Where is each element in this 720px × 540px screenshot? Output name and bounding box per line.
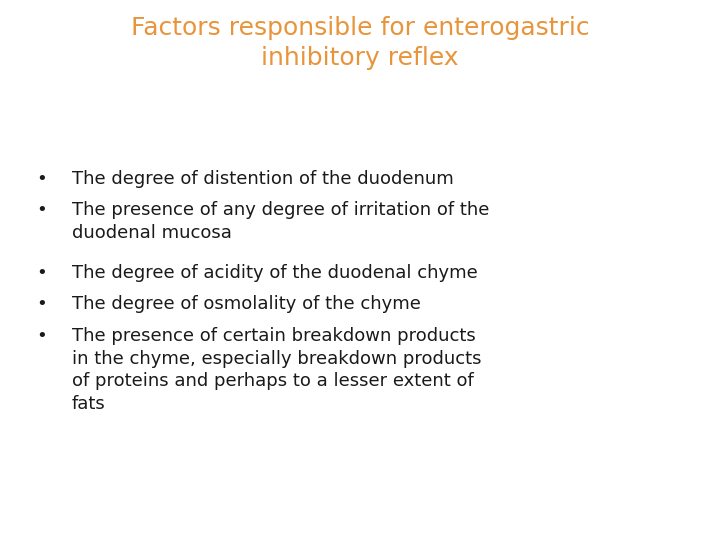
Text: The degree of acidity of the duodenal chyme: The degree of acidity of the duodenal ch… [72,264,478,282]
Text: The presence of any degree of irritation of the
duodenal mucosa: The presence of any degree of irritation… [72,201,490,242]
Text: The presence of certain breakdown products
in the chyme, especially breakdown pr: The presence of certain breakdown produc… [72,327,482,414]
Text: Factors responsible for enterogastric
inhibitory reflex: Factors responsible for enterogastric in… [131,16,589,70]
Text: •: • [36,264,47,282]
Text: •: • [36,170,47,188]
Text: •: • [36,295,47,313]
Text: •: • [36,327,47,345]
Text: The degree of osmolality of the chyme: The degree of osmolality of the chyme [72,295,421,313]
Text: •: • [36,201,47,219]
Text: The degree of distention of the duodenum: The degree of distention of the duodenum [72,170,454,188]
